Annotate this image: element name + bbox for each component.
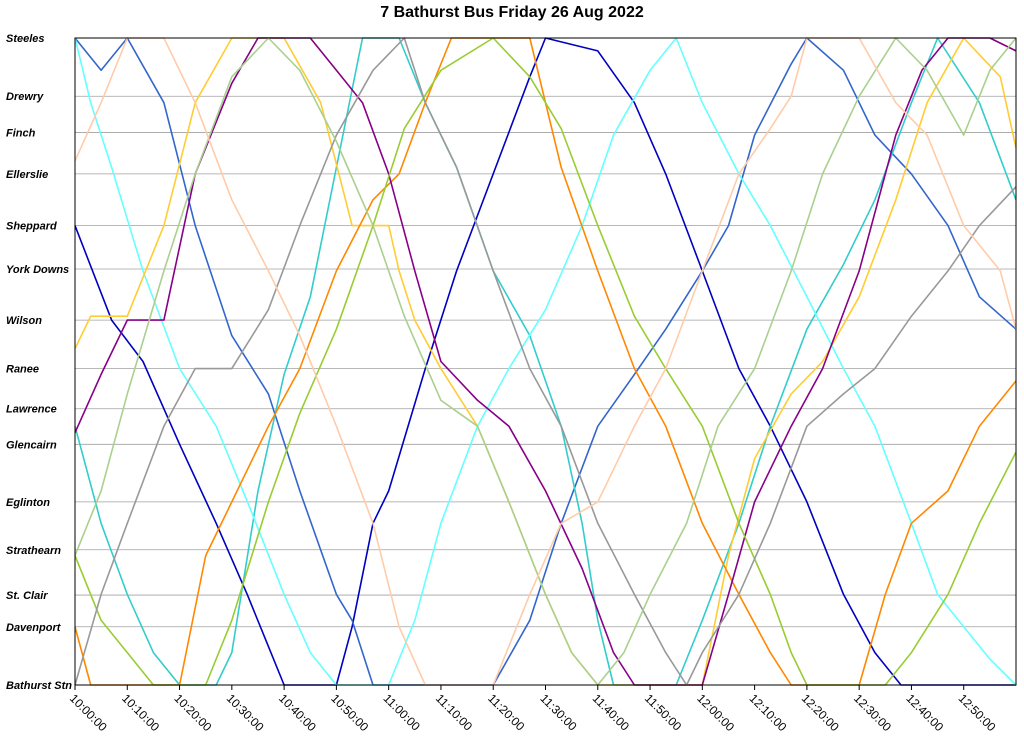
x-tick-label-3: 10:30:00 bbox=[224, 691, 267, 734]
series-line-2 bbox=[74, 37, 1017, 686]
x-labels: 10:00:00 10:10:00 10:20:00 10:30:00 10:40:00… bbox=[67, 685, 999, 734]
chart-title: 7 Bathurst Bus Friday 26 Aug 2022 bbox=[380, 4, 644, 21]
x-tick-label-11: 11:50:00 bbox=[642, 691, 685, 734]
x-tick-label-9: 11:30:00 bbox=[537, 691, 580, 734]
y-labels: Steeles Drewry Finch Ellerslie Sheppard York … bbox=[6, 33, 72, 692]
series-layer bbox=[74, 37, 1017, 686]
x-tick-label-2: 10:20:00 bbox=[171, 691, 214, 734]
stop-label-9: Glencairn bbox=[6, 439, 57, 451]
series-line-10 bbox=[74, 37, 1017, 686]
x-tick-label-15: 12:30:00 bbox=[851, 691, 894, 734]
series-line-3 bbox=[74, 37, 1017, 686]
series-line-9 bbox=[74, 37, 1017, 686]
stop-label-10: Eglinton bbox=[6, 497, 50, 509]
stop-label-1: Drewry bbox=[6, 91, 44, 103]
stop-label-11: Strathearn bbox=[6, 545, 61, 557]
x-tick-label-13: 12:10:00 bbox=[746, 691, 789, 734]
stop-label-13: Davenport bbox=[6, 622, 62, 634]
x-tick-label-5: 10:50:00 bbox=[328, 691, 371, 734]
stop-label-8: Lawrence bbox=[6, 404, 57, 416]
series-line-8 bbox=[74, 37, 1017, 686]
x-tick-label-8: 11:20:00 bbox=[485, 691, 528, 734]
x-tick-label-14: 12:20:00 bbox=[799, 691, 842, 734]
x-tick-label-7: 11:10:00 bbox=[433, 691, 476, 734]
x-tick-label-0: 10:00:00 bbox=[67, 691, 110, 734]
x-tick-label-6: 11:00:00 bbox=[381, 691, 424, 734]
x-tick-label-12: 12:00:00 bbox=[694, 691, 737, 734]
x-tick-label-1: 10:10:00 bbox=[119, 691, 162, 734]
stop-label-7: Ranee bbox=[6, 364, 39, 376]
x-tick-label-16: 12:40:00 bbox=[903, 691, 946, 734]
x-tick-label-4: 10:40:00 bbox=[276, 691, 319, 734]
x-tick-label-10: 11:40:00 bbox=[590, 691, 633, 734]
x-tick-label-17: 12:50:00 bbox=[956, 691, 999, 734]
stop-label-0: Steeles bbox=[6, 33, 45, 45]
series-line-1 bbox=[74, 37, 1017, 686]
stop-label-4: Sheppard bbox=[6, 221, 57, 233]
series-line-6 bbox=[74, 37, 1017, 686]
stop-label-2: Finch bbox=[6, 127, 36, 139]
stop-label-14: Bathurst Stn bbox=[6, 680, 72, 692]
stop-label-3: Ellerslie bbox=[6, 169, 48, 181]
series-line-0 bbox=[74, 37, 1016, 686]
stop-label-12: St. Clair bbox=[6, 590, 48, 602]
stop-label-6: Wilson bbox=[6, 315, 42, 327]
stop-label-5: York Downs bbox=[6, 264, 69, 276]
